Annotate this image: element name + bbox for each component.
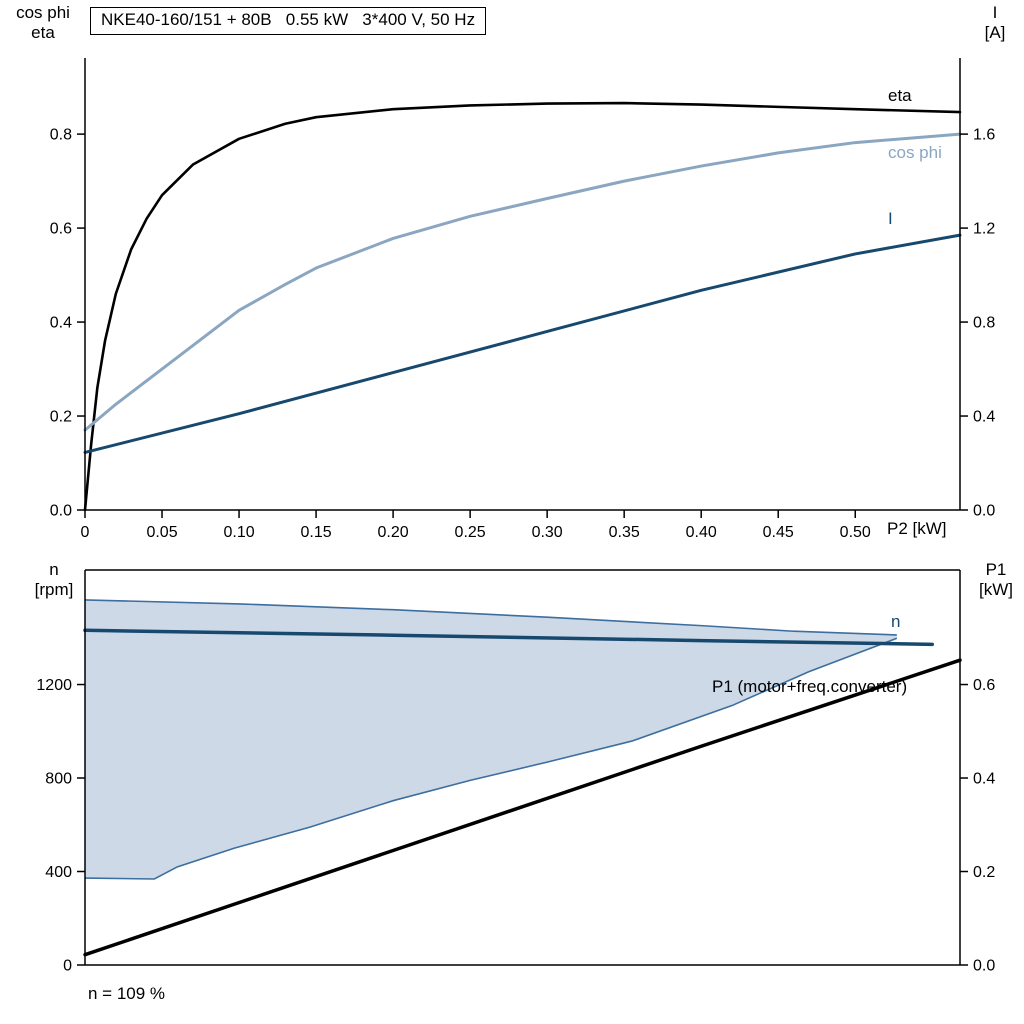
- bottom-left-axis-title-line1: n: [49, 560, 59, 579]
- speed-envelope: [85, 599, 897, 879]
- speed-curve-label: n: [891, 612, 901, 631]
- bottom-left-axis-title-line2: [rpm]: [34, 580, 74, 600]
- bottom-right-axis-title-line1: P1: [985, 560, 1007, 579]
- svg-text:0.40: 0.40: [686, 524, 717, 541]
- series-i: [83, 233, 962, 454]
- svg-text:0.20: 0.20: [378, 524, 409, 541]
- svg-text:0.8: 0.8: [973, 315, 995, 332]
- svg-text:0.4: 0.4: [973, 771, 995, 788]
- speed-percentage-note: n = 109 %: [88, 984, 166, 1003]
- svg-text:0.05: 0.05: [146, 524, 177, 541]
- svg-text:1200: 1200: [36, 677, 72, 694]
- p1-curve-label: P1 (motor+freq.converter): [712, 677, 908, 696]
- svg-text:800: 800: [45, 771, 72, 788]
- svg-text:0.30: 0.30: [532, 524, 563, 541]
- x-axis-title: P2 [kW]: [887, 519, 947, 538]
- svg-text:0.2: 0.2: [973, 864, 995, 881]
- cos-phi-curve-label: cos phi: [888, 143, 942, 162]
- svg-text:0: 0: [81, 524, 90, 541]
- svg-text:0.6: 0.6: [973, 677, 995, 694]
- bottom-right-axis-title-line2: [kW]: [979, 580, 1013, 600]
- svg-text:0.15: 0.15: [301, 524, 332, 541]
- svg-text:0.25: 0.25: [455, 524, 486, 541]
- top-left-axis-title-line2: eta: [31, 23, 55, 43]
- chart-title: NKE40-160/151 + 80B 0.55 kW 3*400 V, 50 …: [90, 7, 487, 35]
- svg-text:0.6: 0.6: [50, 221, 72, 238]
- series-cos-phi: [83, 132, 962, 432]
- top-right-axis-title-line1: I: [992, 3, 998, 22]
- eta-curve-label: eta: [888, 86, 912, 105]
- top-right-axis-title: I [A]: [968, 3, 1022, 44]
- svg-text:0.0: 0.0: [973, 958, 995, 975]
- series-p1-(motor+freq.converter): [83, 658, 962, 957]
- envelope-lower-edge: [84, 637, 898, 880]
- svg-text:0.0: 0.0: [50, 503, 72, 520]
- series-eta: [83, 101, 962, 512]
- svg-text:0.8: 0.8: [50, 127, 72, 144]
- envelope-upper-edge: [84, 599, 897, 636]
- svg-text:1.2: 1.2: [973, 221, 995, 238]
- svg-text:0: 0: [63, 958, 72, 975]
- svg-text:0.50: 0.50: [840, 524, 871, 541]
- svg-text:0.0: 0.0: [973, 503, 995, 520]
- svg-text:1.6: 1.6: [973, 127, 995, 144]
- svg-text:0.2: 0.2: [50, 409, 72, 426]
- svg-text:400: 400: [45, 864, 72, 881]
- svg-text:0.10: 0.10: [223, 524, 254, 541]
- svg-text:0.35: 0.35: [609, 524, 640, 541]
- top-left-axis-title-line1: cos phi: [16, 3, 70, 22]
- top-right-axis-title-line2: [A]: [984, 23, 1006, 43]
- svg-text:0.4: 0.4: [973, 409, 995, 426]
- svg-text:0.4: 0.4: [50, 315, 72, 332]
- svg-text:0.45: 0.45: [763, 524, 794, 541]
- bottom-left-axis-title: n [rpm]: [20, 560, 88, 601]
- current-curve-label: I: [888, 209, 893, 228]
- series-n: [83, 628, 935, 647]
- top-left-axis-title: cos phi eta: [2, 3, 84, 44]
- bottom-right-axis-title: P1 [kW]: [968, 560, 1024, 601]
